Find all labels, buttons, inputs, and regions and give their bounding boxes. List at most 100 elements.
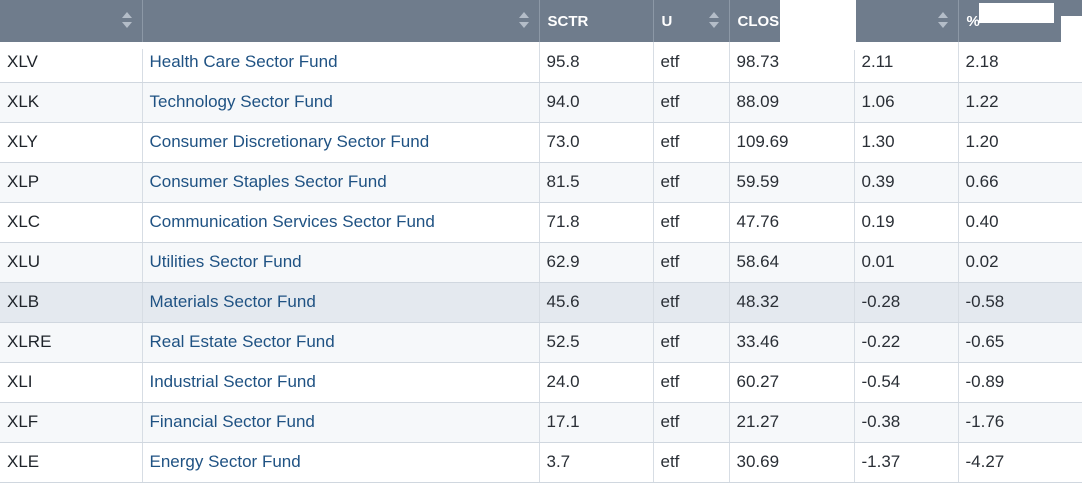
fund-name-link[interactable]: Real Estate Sector Fund: [149, 332, 335, 351]
table-row[interactable]: XLI Industrial Sector Fund 24.0 etf 60.27 -0.…: [0, 362, 1082, 403]
cell-fund-name: Consumer Staples Sector Fund: [142, 162, 540, 203]
cell-sctr: 81.5: [539, 162, 654, 203]
fund-name-link[interactable]: Materials Sector Fund: [149, 292, 316, 311]
cell-symbol: XLI: [0, 362, 143, 403]
cell-universe: etf: [653, 82, 730, 123]
cell-pct-change: 0.66: [958, 162, 1082, 203]
cell-sctr: 73.0: [539, 122, 654, 163]
cell-pct-change: -0.89: [958, 362, 1082, 403]
header-name[interactable]: [142, 0, 540, 42]
cell-universe: etf: [653, 282, 730, 323]
table-row[interactable]: XLK Technology Sector Fund 94.0 etf 88.09 1.0…: [0, 82, 1082, 123]
cell-fund-name: Consumer Discretionary Sector Fund: [142, 122, 540, 163]
cell-universe: etf: [653, 202, 730, 243]
cell-change: 0.19: [854, 202, 959, 243]
cell-sctr: 71.8: [539, 202, 654, 243]
fund-name-link[interactable]: Communication Services Sector Fund: [149, 212, 435, 231]
table-row[interactable]: XLRE Real Estate Sector Fund 52.5 etf 33.46-…: [0, 322, 1082, 363]
cell-pct-change: 1.20: [958, 122, 1082, 163]
fund-name-link[interactable]: Health Care Sector Fund: [149, 51, 338, 71]
cell-universe: etf: [653, 442, 730, 483]
cell-pct-change: -1.76: [958, 402, 1082, 443]
fund-name-link[interactable]: Energy Sector Fund: [149, 452, 301, 471]
fund-name-link[interactable]: Technology Sector Fund: [149, 92, 333, 111]
cell-fund-name: Technology Sector Fund: [142, 82, 540, 123]
cell-close: 48.32: [729, 282, 855, 323]
cell-sctr: 52.5: [539, 322, 654, 363]
cell-fund-name: Energy Sector Fund: [142, 442, 540, 483]
cell-pct-change: 0.02: [958, 242, 1082, 283]
cell-symbol: XLK: [0, 82, 143, 123]
cell-change: -0.54: [854, 362, 959, 403]
header-universe-label: U: [661, 12, 673, 30]
sort-arrows-icon[interactable]: [121, 12, 132, 30]
cell-fund-name: Real Estate Sector Fund: [142, 322, 540, 363]
fund-name-link[interactable]: Industrial Sector Fund: [149, 372, 316, 391]
cell-change: 0.39: [854, 162, 959, 203]
cell-close: 59.59: [729, 162, 855, 203]
cell-change: 1.06: [854, 82, 959, 123]
cell-change: -0.28: [854, 282, 959, 323]
cell-symbol: XLC: [0, 202, 143, 243]
cell-change: 2.11: [854, 42, 959, 83]
cell-universe: etf: [653, 162, 730, 203]
cell-universe: etf: [653, 42, 730, 83]
sort-arrows-icon[interactable]: [518, 12, 529, 30]
cell-close: 58.64: [729, 242, 855, 283]
header-occlusion: [780, 0, 856, 50]
table-row[interactable]: XLB Materials Sector Fund 45.6 etf 48.32 -0.2…: [0, 282, 1082, 323]
cell-symbol: XLB: [0, 282, 143, 323]
table-row[interactable]: XLF Financial Sector Fund 17.1 etf 21.27 -0.3…: [0, 402, 1082, 443]
sort-arrows-icon[interactable]: [708, 12, 719, 30]
fund-name-link[interactable]: Financial Sector Fund: [149, 412, 315, 431]
fund-name-link[interactable]: Utilities Sector Fund: [149, 252, 302, 271]
cell-symbol: XLY: [0, 122, 143, 163]
cell-sctr: 95.8: [539, 42, 654, 83]
cell-symbol: XLF: [0, 402, 143, 443]
cell-universe: etf: [653, 362, 730, 403]
cell-fund-name: Financial Sector Fund: [142, 402, 540, 443]
header-close-label: CLOS: [737, 12, 780, 30]
cell-close: 109.69: [729, 122, 855, 163]
cell-sctr: 3.7: [539, 442, 654, 483]
header-occlusion: [1061, 16, 1082, 50]
cell-pct-change: -0.58: [958, 282, 1082, 323]
fund-name-link[interactable]: Consumer Discretionary Sector Fund: [149, 132, 430, 151]
table-row[interactable]: XLY Consumer Discretionary Sector Fund 73.…: [0, 122, 1082, 163]
header-sctr-label: SCTR: [547, 12, 589, 30]
cell-sctr: 45.6: [539, 282, 654, 323]
sort-arrows-icon[interactable]: [937, 12, 948, 30]
cell-close: 33.46: [729, 322, 855, 363]
cell-close: 47.76: [729, 202, 855, 243]
cell-fund-name: Materials Sector Fund: [142, 282, 540, 323]
cell-sctr: 17.1: [539, 402, 654, 443]
header-row: SCTR U CLOS %: [0, 0, 1082, 42]
header-occlusion: [0, 42, 303, 49]
cell-change: -0.38: [854, 402, 959, 443]
cell-pct-change: -0.65: [958, 322, 1082, 363]
header-sctr[interactable]: SCTR: [539, 0, 654, 42]
table-row[interactable]: XLP Consumer Staples Sector Fund 81.5 etf 59…: [0, 162, 1082, 203]
table-body: XLV Health Care Sector Fund 95.8 etf 98.73 2.…: [0, 42, 1082, 483]
cell-change: -1.37: [854, 442, 959, 483]
cell-close: 30.69: [729, 442, 855, 483]
cell-symbol: XLU: [0, 242, 143, 283]
header-change[interactable]: [854, 0, 959, 42]
cell-fund-name: Industrial Sector Fund: [142, 362, 540, 403]
cell-close: 21.27: [729, 402, 855, 443]
cell-close: 88.09: [729, 82, 855, 123]
table-row[interactable]: XLU Utilities Sector Fund 62.9 etf 58.64 0.01…: [0, 242, 1082, 283]
table-row[interactable]: XLE Energy Sector Fund 3.7 etf 30.69 -1.37 -4.…: [0, 442, 1082, 483]
cell-change: -0.22: [854, 322, 959, 363]
cell-symbol: XLRE: [0, 322, 143, 363]
fund-name-link[interactable]: Consumer Staples Sector Fund: [149, 172, 387, 191]
cell-change: 0.01: [854, 242, 959, 283]
table-row[interactable]: XLC Communication Services Sector Fund 71.…: [0, 202, 1082, 243]
cell-symbol: XLE: [0, 442, 143, 483]
header-universe[interactable]: U: [653, 0, 730, 42]
cell-universe: etf: [653, 322, 730, 363]
cell-change: 1.30: [854, 122, 959, 163]
header-symbol[interactable]: [0, 0, 143, 42]
cell-pct-change: 1.22: [958, 82, 1082, 123]
